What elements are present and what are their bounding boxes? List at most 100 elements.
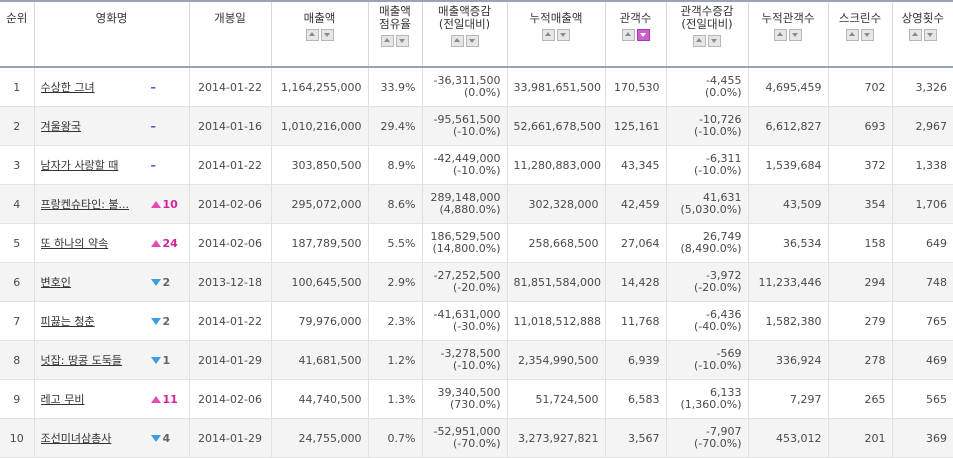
sort-controls — [749, 28, 828, 41]
shows-cell: 2,967 — [892, 107, 953, 146]
sales-cell: 1,164,255,000 — [271, 67, 368, 107]
header-label: 매출액 점유율 — [369, 2, 422, 31]
sort-ascending-icon[interactable] — [622, 29, 635, 41]
sales-change-cell-percent: (-20.0%) — [429, 282, 501, 294]
movie-title-link[interactable]: 수상한 그녀 — [41, 79, 143, 95]
header-release-date: 개봉일 — [189, 1, 271, 67]
sales-cell: 24,755,000 — [271, 419, 368, 458]
audience-change-cell-percent: (8,490.0%) — [673, 243, 742, 255]
sort-descending-icon[interactable] — [789, 29, 802, 41]
movie-title-link[interactable]: 프랑켄슈타인: 불... — [41, 196, 143, 212]
sales-cell: 1,010,216,000 — [271, 107, 368, 146]
rank-cell: 9 — [0, 380, 34, 419]
movie-title-link[interactable]: 남자가 사랑할 때 — [41, 157, 143, 173]
header-screens: 스크린수 — [828, 1, 892, 67]
audience-change-cell: -569(-10.0%) — [666, 341, 748, 380]
sort-descending-icon[interactable] — [924, 29, 937, 41]
sort-ascending-icon[interactable] — [693, 35, 706, 47]
sort-ascending-icon[interactable] — [846, 29, 859, 41]
header-rank: 순위 — [0, 1, 34, 67]
sales-change-cell-percent: (4,880.0%) — [429, 204, 501, 216]
header-label: 순위 — [0, 2, 34, 25]
sort-descending-icon[interactable] — [861, 29, 874, 41]
sort-ascending-icon[interactable] — [774, 29, 787, 41]
shows-cell: 3,326 — [892, 67, 953, 107]
sort-descending-icon[interactable] — [321, 29, 334, 41]
rank-down-arrow-icon — [151, 318, 161, 325]
movie-title-link[interactable]: 또 하나의 약속 — [41, 235, 143, 251]
audience-change-cell-percent: (5,030.0%) — [673, 204, 742, 216]
title-cell: 수상한 그녀– — [34, 67, 189, 107]
rank-unchanged-icon: – — [151, 120, 157, 133]
cumulative-audience-cell: 1,582,380 — [748, 302, 828, 341]
rank-change-value: 10 — [163, 198, 178, 211]
sales-share-cell: 0.7% — [368, 419, 422, 458]
header-sales-change: 매출액증감 (전일대비) — [422, 1, 507, 67]
audience-change-cell: -6,436(-40.0%) — [666, 302, 748, 341]
rank-change-badge: 2 — [151, 315, 171, 328]
sort-ascending-icon[interactable] — [451, 35, 464, 47]
audience-change-cell: -7,907(-70.0%) — [666, 419, 748, 458]
header-label: 누적매출액 — [508, 2, 605, 25]
sales-cell: 187,789,500 — [271, 224, 368, 263]
sales-change-cell-percent: (-10.0%) — [429, 360, 501, 372]
sort-controls — [369, 34, 422, 47]
shows-cell: 1,706 — [892, 185, 953, 224]
cumulative-audience-cell: 4,695,459 — [748, 67, 828, 107]
movie-title-link[interactable]: 조선미녀삼총사 — [41, 430, 143, 446]
rank-change-badge: 10 — [151, 198, 178, 211]
audience-cell: 6,583 — [605, 380, 666, 419]
rank-change-badge: 2 — [151, 276, 171, 289]
sales-change-cell-percent: (0.0%) — [429, 87, 501, 99]
sort-ascending-icon[interactable] — [542, 29, 555, 41]
sort-descending-icon[interactable] — [708, 35, 721, 47]
audience-change-cell-percent: (0.0%) — [673, 87, 742, 99]
movie-title-link[interactable]: 겨울왕국 — [41, 118, 143, 134]
shows-cell: 565 — [892, 380, 953, 419]
audience-cell: 6,939 — [605, 341, 666, 380]
sort-ascending-icon[interactable] — [909, 29, 922, 41]
sales-change-cell: 186,529,500(14,800.0%) — [422, 224, 507, 263]
sort-ascending-icon[interactable] — [306, 29, 319, 41]
rank-change-value: 24 — [163, 237, 178, 250]
sort-descending-icon[interactable] — [557, 29, 570, 41]
sort-descending-icon[interactable] — [396, 35, 409, 47]
movie-title-link[interactable]: 넛잡: 땅콩 도둑들 — [41, 352, 143, 368]
sort-ascending-icon[interactable] — [381, 35, 394, 47]
audience-cell: 43,345 — [605, 146, 666, 185]
shows-cell: 649 — [892, 224, 953, 263]
screens-cell: 693 — [828, 107, 892, 146]
sort-descending-icon[interactable] — [466, 35, 479, 47]
release-date-cell: 2014-02-06 — [189, 380, 271, 419]
release-date-cell: 2014-02-06 — [189, 224, 271, 263]
header-label: 스크린수 — [829, 2, 892, 25]
sales-change-cell-percent: (-10.0%) — [429, 126, 501, 138]
movie-title-link[interactable]: 레고 무비 — [41, 391, 143, 407]
header-label: 누적관객수 — [749, 2, 828, 25]
sort-descending-icon[interactable] — [637, 29, 650, 41]
header-label: 개봉일 — [190, 2, 271, 25]
sales-cell: 100,645,500 — [271, 263, 368, 302]
sales-change-cell: 39,340,500(730.0%) — [422, 380, 507, 419]
sales-change-cell: 289,148,000(4,880.0%) — [422, 185, 507, 224]
shows-cell: 748 — [892, 263, 953, 302]
sales-change-cell: -3,278,500(-10.0%) — [422, 341, 507, 380]
sales-change-cell: -42,449,000(-10.0%) — [422, 146, 507, 185]
cumulative-sales-cell: 33,981,651,500 — [507, 67, 605, 107]
sales-share-cell: 1.2% — [368, 341, 422, 380]
screens-cell: 702 — [828, 67, 892, 107]
rank-cell: 10 — [0, 419, 34, 458]
movie-title-link[interactable]: 변호인 — [41, 274, 143, 290]
rank-cell: 6 — [0, 263, 34, 302]
shows-cell: 369 — [892, 419, 953, 458]
cumulative-sales-cell: 3,273,927,821 — [507, 419, 605, 458]
sort-controls — [667, 34, 748, 47]
audience-change-cell: -6,311(-10.0%) — [666, 146, 748, 185]
movie-title-link[interactable]: 피끓는 청춘 — [41, 313, 143, 329]
release-date-cell: 2014-01-22 — [189, 302, 271, 341]
sales-share-cell: 33.9% — [368, 67, 422, 107]
cumulative-audience-cell: 453,012 — [748, 419, 828, 458]
